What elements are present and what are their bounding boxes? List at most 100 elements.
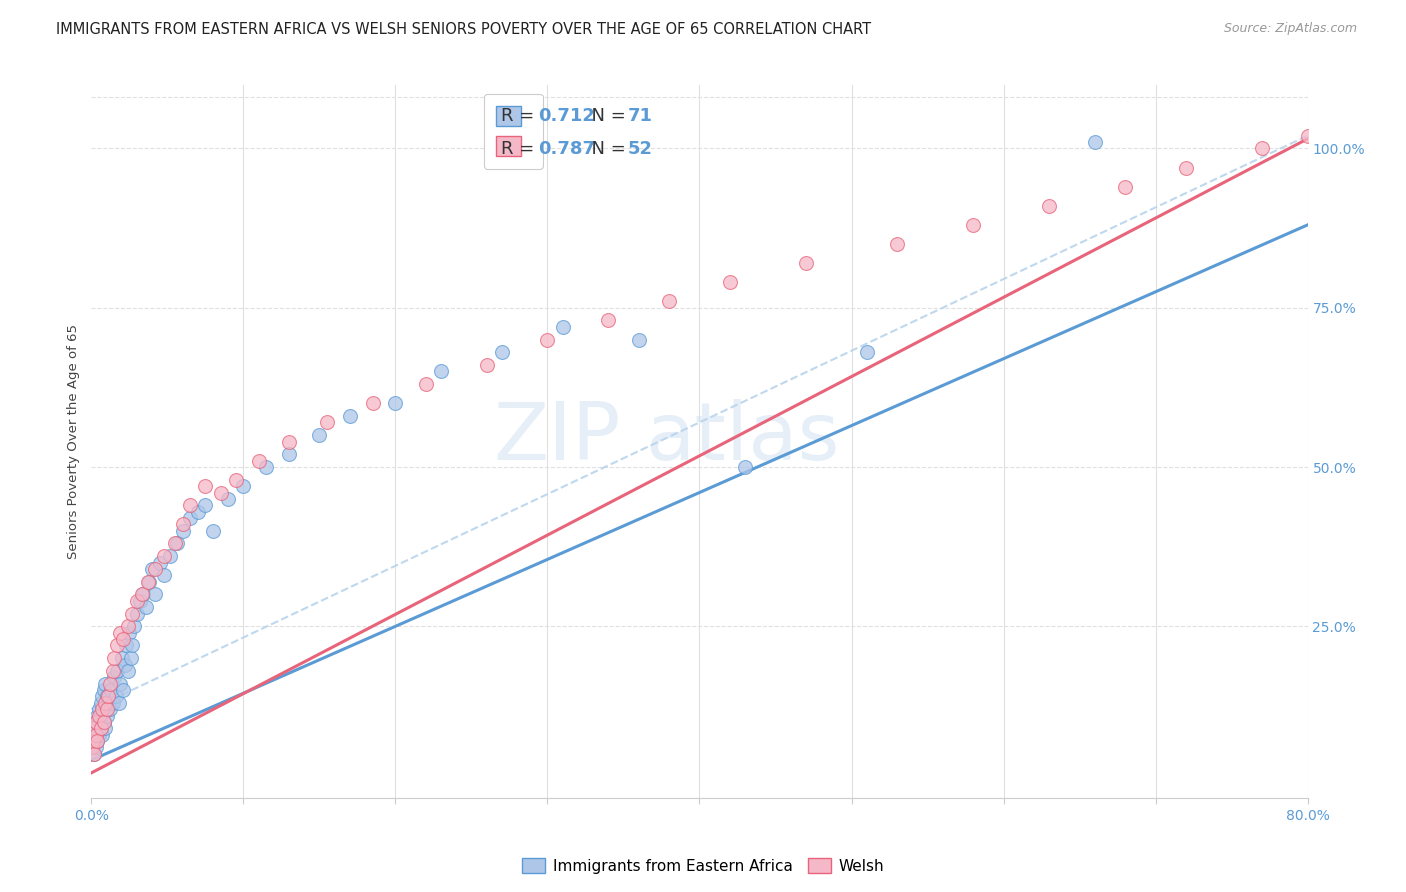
Point: [100, 683, 122, 698]
Point: [101, 664, 124, 678]
Point: [94, 676, 117, 690]
Point: [98, 676, 121, 690]
Point: [194, 498, 217, 512]
Point: [149, 556, 172, 570]
Point: [83, 747, 105, 761]
Point: [84, 734, 107, 748]
Point: [98, 702, 121, 716]
Point: [209, 485, 232, 500]
Point: [172, 517, 194, 532]
Point: [104, 690, 127, 704]
Point: [87, 708, 110, 723]
Point: [112, 632, 135, 646]
Point: [159, 549, 181, 564]
Point: [105, 639, 128, 653]
Point: [110, 676, 132, 690]
Text: 71: 71: [628, 107, 652, 125]
Point: [125, 607, 148, 621]
Point: [718, 275, 741, 289]
Point: [83, 721, 105, 735]
Point: [84, 740, 107, 755]
Point: [122, 619, 145, 633]
Point: [1251, 141, 1274, 155]
Point: [82, 734, 104, 748]
Point: [491, 345, 513, 359]
Point: [115, 639, 138, 653]
Point: [316, 416, 339, 430]
Text: IMMIGRANTS FROM EASTERN AFRICA VS WELSH SENIORS POVERTY OVER THE AGE OF 65 CORRE: IMMIGRANTS FROM EASTERN AFRICA VS WELSH …: [56, 22, 872, 37]
Point: [225, 473, 247, 487]
Point: [138, 574, 160, 589]
Point: [82, 734, 104, 748]
Point: [120, 651, 142, 665]
Point: [141, 562, 163, 576]
Point: [84, 728, 107, 742]
Point: [111, 651, 134, 665]
Point: [143, 587, 166, 601]
Point: [105, 664, 128, 678]
Point: [101, 696, 124, 710]
Point: [187, 505, 209, 519]
Point: [794, 256, 817, 270]
Point: [117, 619, 139, 633]
Point: [103, 670, 125, 684]
Point: [1084, 135, 1107, 149]
Point: [886, 237, 908, 252]
Point: [91, 728, 114, 742]
Point: [135, 600, 157, 615]
Point: [107, 696, 129, 710]
Point: [153, 549, 176, 564]
Point: [86, 728, 108, 742]
Point: [86, 734, 108, 748]
Point: [361, 396, 384, 410]
Point: [202, 524, 225, 538]
Point: [1174, 161, 1197, 175]
Point: [153, 568, 176, 582]
Point: [254, 460, 277, 475]
Point: [121, 607, 143, 621]
Text: atlas: atlas: [645, 399, 839, 477]
Point: [112, 683, 135, 698]
Point: [855, 345, 877, 359]
Point: [97, 696, 120, 710]
Point: [84, 714, 107, 729]
Point: [93, 714, 115, 729]
Point: [415, 377, 437, 392]
Point: [91, 702, 114, 716]
Point: [103, 651, 125, 665]
Point: [84, 714, 107, 729]
Point: [131, 587, 153, 601]
Point: [96, 708, 118, 723]
Text: Source: ZipAtlas.com: Source: ZipAtlas.com: [1223, 22, 1357, 36]
Point: [734, 460, 756, 475]
Point: [136, 574, 159, 589]
Point: [117, 664, 139, 678]
Legend: Immigrants from Eastern Africa, Welsh: Immigrants from Eastern Africa, Welsh: [516, 852, 890, 880]
Point: [475, 358, 498, 372]
Point: [247, 453, 270, 467]
Point: [598, 313, 620, 327]
Point: [91, 690, 114, 704]
Legend: , : ,: [484, 94, 543, 169]
Point: [93, 714, 115, 729]
Point: [217, 491, 239, 506]
Point: [1114, 179, 1136, 194]
Point: [278, 447, 301, 461]
Point: [232, 479, 254, 493]
Point: [114, 657, 136, 672]
Point: [308, 428, 330, 442]
Text: 0.712: 0.712: [538, 107, 595, 125]
Point: [627, 333, 650, 347]
Point: [89, 696, 111, 710]
Point: [962, 218, 984, 232]
Y-axis label: Seniors Poverty Over the Age of 65: Seniors Poverty Over the Age of 65: [67, 324, 80, 559]
Point: [163, 536, 186, 550]
Point: [658, 294, 681, 309]
Point: [194, 479, 217, 493]
Point: [121, 639, 143, 653]
Point: [1038, 199, 1060, 213]
Text: 52: 52: [628, 140, 652, 158]
Point: [110, 625, 132, 640]
Point: [132, 587, 155, 601]
Point: [172, 524, 194, 538]
